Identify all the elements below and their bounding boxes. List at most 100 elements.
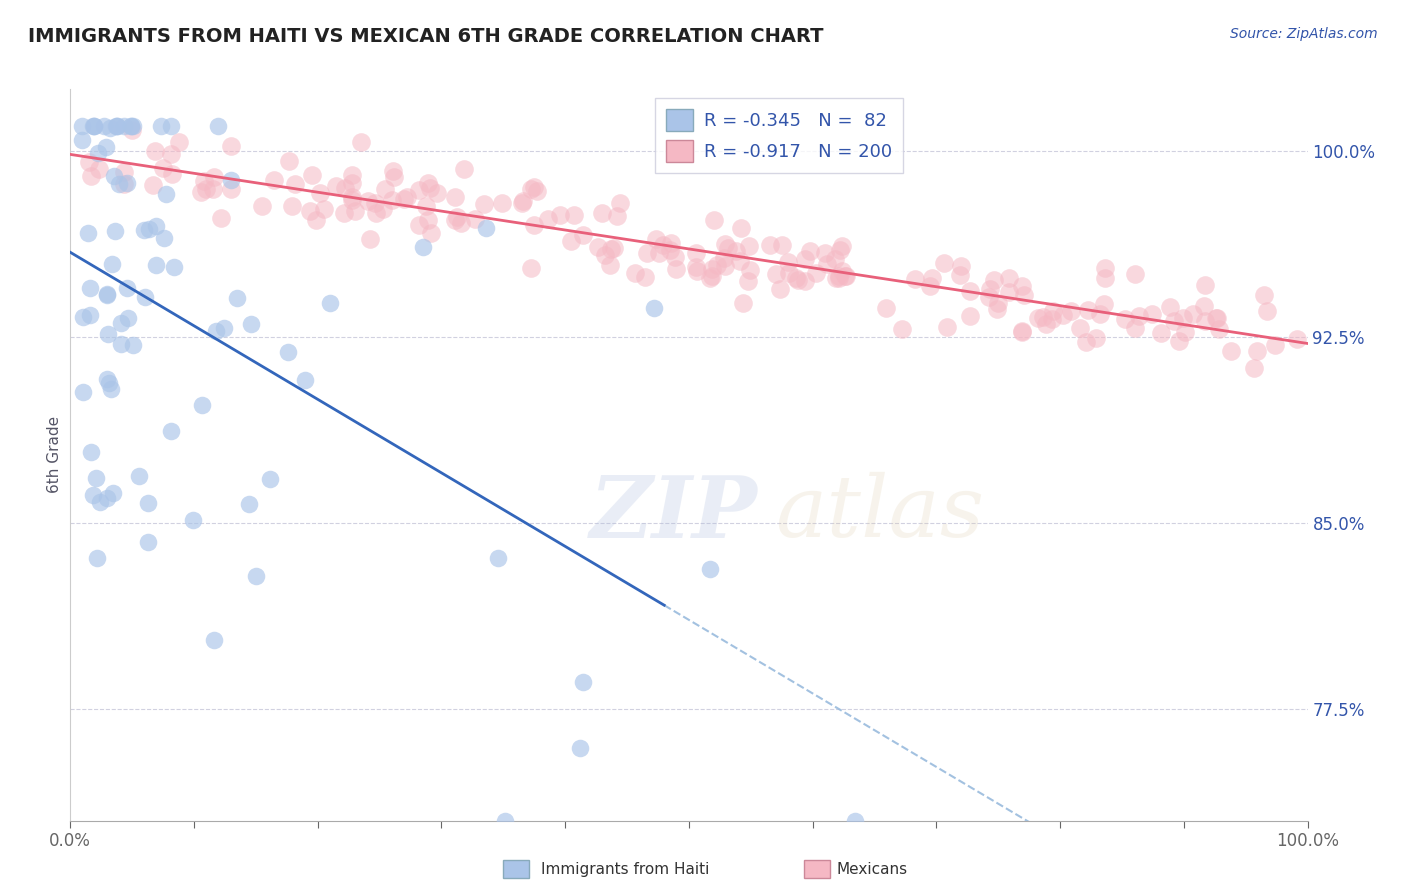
Point — [644, 232, 666, 246]
Point — [526, 184, 548, 198]
Point — [1253, 288, 1275, 302]
Point — [825, 270, 848, 285]
Point — [194, 182, 217, 196]
Point — [738, 239, 761, 253]
Point — [97, 376, 120, 391]
Point — [1181, 307, 1204, 321]
Point — [226, 291, 249, 305]
Point — [609, 195, 631, 210]
Point — [633, 270, 655, 285]
Point — [453, 161, 475, 176]
Point — [1194, 314, 1216, 328]
Point — [606, 209, 628, 223]
Point — [949, 259, 972, 273]
Point — [464, 211, 486, 226]
Point — [152, 161, 174, 175]
Point — [96, 287, 118, 301]
Point — [1084, 331, 1107, 345]
Point — [523, 180, 546, 194]
Point — [699, 562, 721, 576]
Point — [122, 338, 145, 352]
Point — [183, 512, 205, 526]
Point — [110, 317, 132, 331]
Point — [72, 120, 94, 134]
Point — [219, 138, 242, 153]
Point — [284, 177, 307, 191]
Point — [219, 182, 242, 196]
Point — [1094, 261, 1116, 276]
Point — [392, 193, 415, 207]
Point — [419, 180, 441, 194]
Point — [305, 213, 328, 227]
Point — [138, 221, 160, 235]
Point — [443, 190, 465, 204]
Point — [537, 211, 560, 226]
Point — [523, 219, 546, 233]
Point — [207, 120, 229, 134]
Point — [104, 224, 127, 238]
Point — [72, 310, 94, 324]
Point — [82, 488, 104, 502]
Point — [145, 219, 167, 234]
Point — [160, 167, 183, 181]
Point — [1032, 310, 1054, 324]
Point — [149, 120, 172, 134]
Point — [510, 196, 533, 211]
Text: ZIP: ZIP — [591, 472, 758, 555]
Point — [96, 491, 118, 505]
Point — [250, 198, 273, 212]
Point — [446, 210, 468, 224]
Point — [491, 196, 513, 211]
Point — [725, 244, 748, 258]
Point — [107, 177, 129, 191]
Point — [1114, 312, 1136, 326]
Point — [281, 199, 304, 213]
Point — [1206, 311, 1229, 326]
Point — [770, 238, 793, 252]
Point — [160, 147, 183, 161]
Point — [706, 259, 728, 273]
Point — [1219, 344, 1241, 359]
Point — [1069, 321, 1091, 335]
Point — [591, 206, 613, 220]
Point — [740, 262, 762, 277]
Point — [309, 186, 332, 200]
Point — [1150, 326, 1173, 341]
Point — [814, 245, 837, 260]
Point — [717, 242, 740, 256]
Point — [79, 155, 101, 169]
Point — [571, 228, 593, 243]
Point — [714, 237, 737, 252]
Point — [703, 213, 725, 227]
Point — [494, 814, 516, 828]
Point — [205, 324, 228, 338]
Point — [98, 121, 121, 136]
Point — [374, 182, 396, 196]
Point — [831, 239, 853, 253]
Point — [520, 182, 543, 196]
Text: Mexicans: Mexicans — [837, 863, 908, 877]
Point — [588, 239, 610, 253]
Point — [1125, 320, 1147, 334]
Point — [830, 243, 852, 257]
Point — [145, 258, 167, 272]
Point — [599, 243, 621, 257]
Point — [193, 174, 215, 188]
Point — [343, 203, 366, 218]
Point — [79, 281, 101, 295]
Point — [117, 176, 139, 190]
Point — [1094, 271, 1116, 285]
Point — [665, 262, 688, 277]
Point — [624, 266, 647, 280]
Point — [86, 550, 108, 565]
Point — [112, 177, 135, 191]
Point — [96, 140, 118, 154]
Point — [117, 310, 139, 325]
Point — [983, 272, 1005, 286]
Point — [408, 218, 430, 232]
Point — [245, 569, 267, 583]
Point — [332, 206, 354, 220]
Point — [312, 202, 335, 217]
Point — [1028, 311, 1050, 326]
Point — [1011, 324, 1033, 338]
